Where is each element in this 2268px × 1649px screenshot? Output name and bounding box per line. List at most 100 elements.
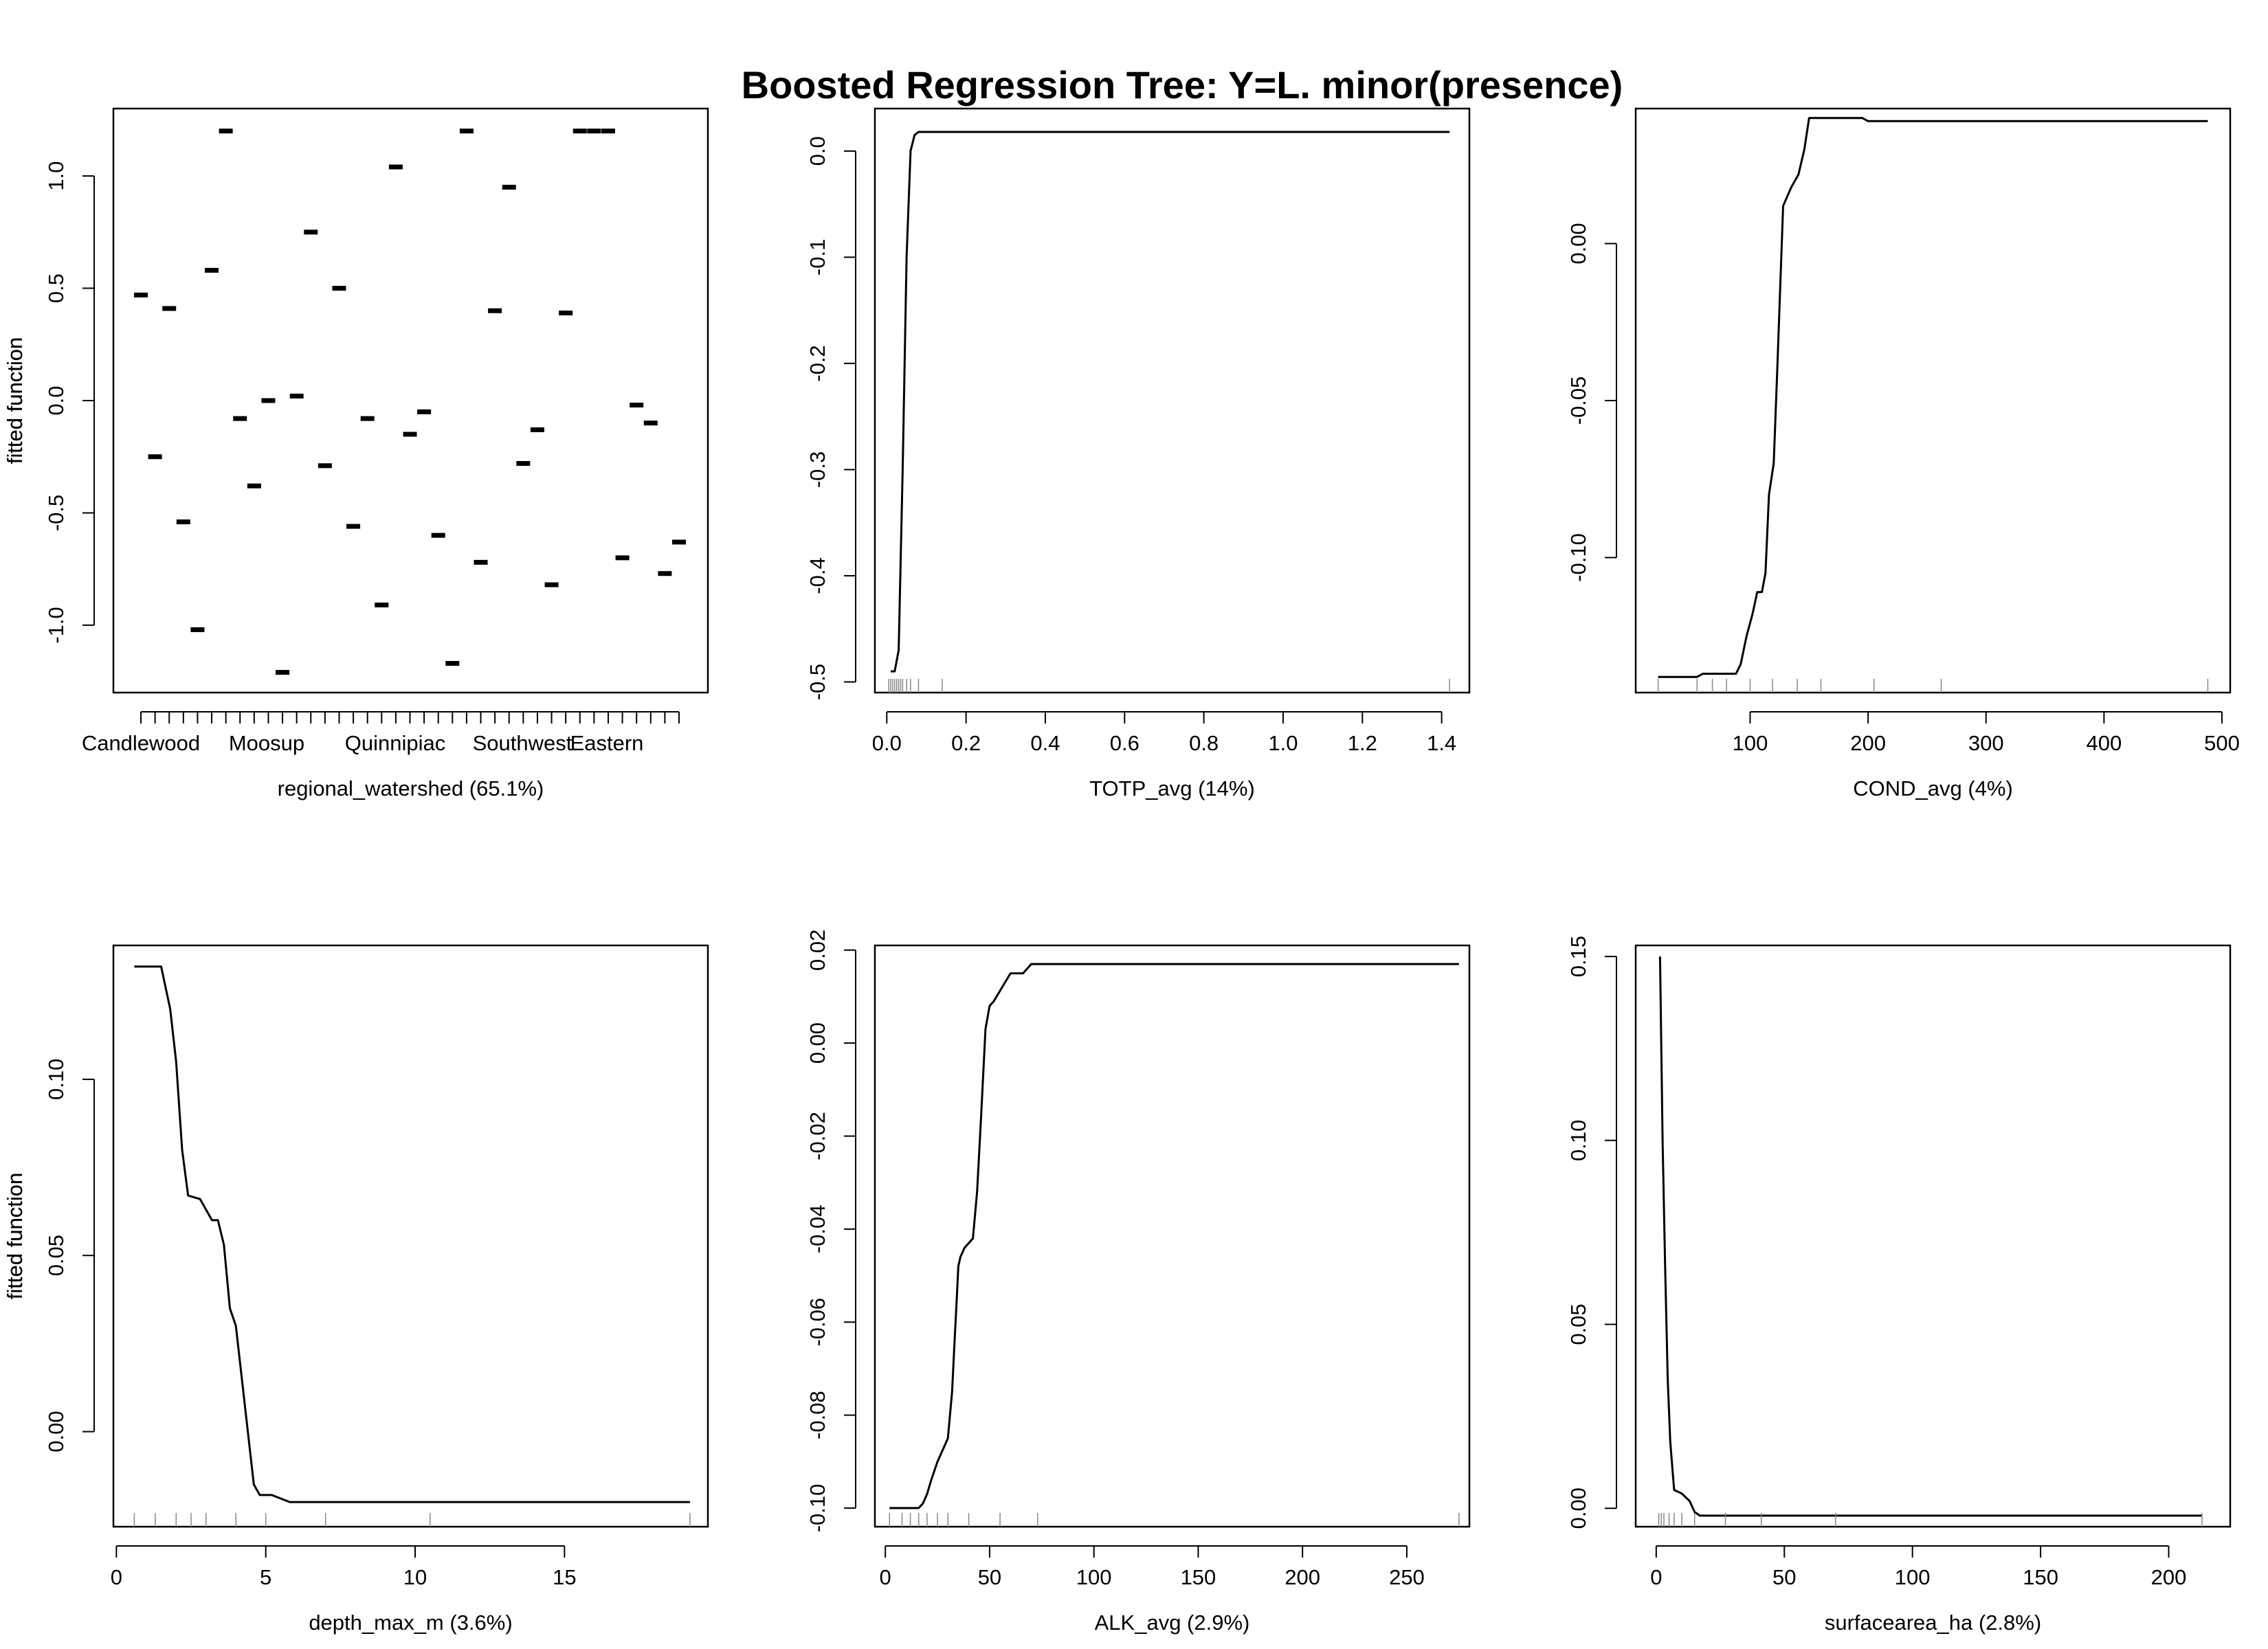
category-mark — [304, 229, 318, 235]
category-mark — [162, 306, 177, 311]
panel-4: 0.10 0.05 0.00 fitted function 0 5 10 15 depth_m… — [3, 944, 709, 1635]
category-mark — [233, 416, 247, 421]
y-tick-label: 0.00 — [1566, 223, 1590, 264]
x-tick-label: 200 — [2151, 1565, 2187, 1589]
panel-5: 0.02 0.00 -0.02 -0.04 -0.06 -0.08 -0.10 fitted … — [3, 930, 1471, 1635]
y-tick-label: 0.05 — [44, 1235, 68, 1276]
category-mark — [516, 461, 531, 467]
category-mark — [601, 128, 615, 134]
x-tick-label: 0 — [1650, 1565, 1662, 1589]
x-tick-label: 150 — [2023, 1565, 2058, 1589]
category-mark — [615, 555, 630, 561]
x-tick-label: 250 — [1389, 1565, 1425, 1589]
y-axis-label: fitted function — [3, 1173, 27, 1299]
x-tick-label: 0 — [111, 1565, 122, 1589]
x-tick-label: 200 — [1285, 1565, 1320, 1589]
category-mark — [643, 420, 658, 426]
category-mark — [672, 539, 686, 545]
y-tick-label: -0.2 — [805, 345, 830, 381]
x-tick-label: Moosup — [229, 731, 304, 755]
category-mark — [176, 519, 190, 525]
x-tick-label: 150 — [1181, 1565, 1216, 1589]
y-tick-label: 0.00 — [1566, 1488, 1590, 1529]
category-mark — [261, 398, 276, 403]
x-tick-label: Quinnipiac — [345, 731, 445, 755]
fitted-function-line — [1658, 956, 2202, 1517]
plot-frame — [1634, 107, 2232, 694]
x-tick-label: 5 — [260, 1565, 271, 1589]
y-tick-label: 0.0 — [44, 385, 68, 415]
y-tick-label: 0.15 — [1566, 936, 1590, 977]
y-tick-label: 0.05 — [1566, 1303, 1590, 1345]
x-axis-label: depth_max_m (3.6%) — [309, 1611, 512, 1635]
y-tick-label: -0.10 — [805, 1484, 830, 1533]
y-tick-label: 0.10 — [1566, 1120, 1590, 1161]
category-mark — [148, 454, 162, 460]
x-tick-label: 0.4 — [1030, 731, 1060, 755]
category-mark — [205, 267, 219, 273]
x-axis-label: ALK_avg (2.9%) — [1095, 1611, 1250, 1635]
category-mark — [630, 403, 644, 408]
category-mark — [530, 427, 544, 432]
y-tick-label: -0.08 — [805, 1391, 830, 1439]
category-mark — [459, 128, 474, 134]
y-tick-label: 0.10 — [44, 1059, 68, 1100]
x-axis-label: COND_avg (4%) — [1853, 776, 2013, 800]
category-mark — [431, 532, 445, 538]
category-mark — [388, 164, 403, 170]
x-tick-label: 100 — [1733, 731, 1768, 755]
category-mark — [544, 582, 559, 587]
x-tick-label: 1.0 — [1268, 731, 1298, 755]
x-tick-label: 50 — [1772, 1565, 1796, 1589]
y-tick-label: -0.5 — [805, 664, 830, 700]
y-tick-label: 1.0 — [44, 161, 68, 191]
x-tick-label: Southwest — [473, 731, 572, 755]
category-mark — [403, 431, 417, 437]
y-tick-label: -0.02 — [805, 1112, 830, 1160]
category-mark — [360, 416, 375, 421]
category-mark — [219, 128, 233, 134]
category-mark — [318, 463, 332, 469]
panel-2: 0.0 -0.1 -0.2 -0.3 -0.4 -0.5 fitted function 0.… — [3, 107, 1471, 800]
y-tick-label: -0.4 — [805, 557, 830, 594]
y-tick-label: -0.04 — [805, 1205, 830, 1254]
fitted-function-line — [134, 965, 690, 1503]
x-axis-label: regional_watershed (65.1%) — [278, 776, 544, 800]
x-tick-label: 100 — [1076, 1565, 1112, 1589]
x-tick-label: 100 — [1895, 1565, 1931, 1589]
y-axis-label: fitted function — [3, 1173, 27, 1299]
category-mark — [417, 409, 432, 414]
x-axis-label: TOTP_avg (14%) — [1089, 776, 1255, 800]
category-mark — [134, 292, 148, 298]
panel-1: 1.0 0.5 0.0 -0.5 -1.0 fitted function Candlewo… — [3, 107, 709, 800]
x-tick-label: 10 — [403, 1565, 427, 1589]
y-tick-label: -0.1 — [805, 239, 830, 276]
category-mark — [346, 524, 361, 529]
plot-frame — [874, 944, 1471, 1528]
x-tick-label: 1.2 — [1348, 731, 1377, 755]
x-tick-label: 0 — [880, 1565, 891, 1589]
y-axis-label: fitted function — [3, 337, 27, 464]
x-tick-label: 400 — [2086, 731, 2122, 755]
x-tick-label: 200 — [1850, 731, 1886, 755]
x-tick-label: 50 — [978, 1565, 1001, 1589]
category-mark — [474, 559, 488, 565]
x-tick-label: 0.2 — [951, 731, 981, 755]
x-tick-label: Eastern — [570, 731, 644, 755]
plot-frame — [874, 107, 1471, 694]
y-tick-label: -0.5 — [44, 495, 68, 531]
x-tick-label: 0.8 — [1189, 731, 1219, 755]
category-mark — [587, 128, 601, 134]
category-mark — [375, 603, 389, 607]
category-mark — [190, 627, 205, 632]
y-tick-label: -0.3 — [805, 451, 830, 488]
y-tick-label: -0.06 — [805, 1298, 830, 1347]
y-tick-label: 0.00 — [805, 1022, 830, 1064]
category-mark — [289, 393, 304, 399]
plot-frame — [112, 944, 709, 1528]
fitted-function-line — [889, 963, 1459, 1510]
x-tick-label: 0.0 — [872, 731, 902, 755]
category-mark — [502, 184, 516, 190]
plot-frame — [1634, 944, 2232, 1528]
